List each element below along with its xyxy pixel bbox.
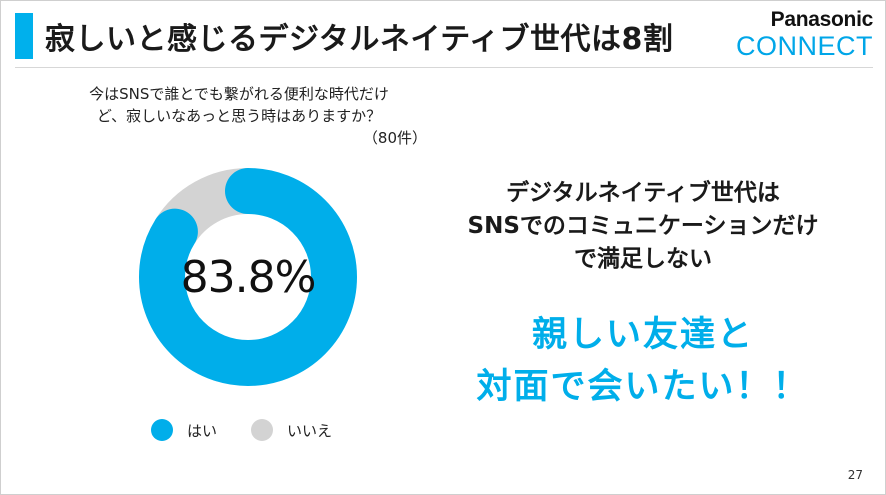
slide-title: 寂しいと感じるデジタルネイティブ世代は8割 [45, 22, 674, 57]
highlight-line-1: 親しい友達と [531, 315, 754, 355]
message-line-3: で満足しない [574, 246, 712, 272]
highlight-message: 親しい友達と 対面で会いたい！！ [441, 309, 845, 413]
page-number: 27 [847, 468, 863, 482]
logo-sub: CONNECT [736, 31, 873, 61]
key-message: デジタルネイティブ世代は SNSでのコミュニケーションだけ で満足しない [443, 177, 843, 276]
donut-chart [139, 168, 357, 386]
sample-size: （80件） [362, 129, 427, 147]
question-line-1: 今はSNSで誰とでも繋がれる便利な時代だけ [89, 85, 389, 103]
legend-swatch-yes [151, 419, 173, 441]
title-accent-bar [15, 13, 33, 59]
legend-item-no: いいえ [251, 419, 332, 441]
donut-slice-yes [139, 168, 357, 386]
donut-center-label: 83.8% [180, 251, 317, 303]
legend-label-no: いいえ [287, 421, 333, 440]
message-line-2: SNSでのコミュニケーションだけ [467, 213, 819, 239]
legend-swatch-no [251, 419, 273, 441]
legend-item-yes: はい [151, 419, 217, 441]
message-line-1: デジタルネイティブ世代は [506, 180, 780, 206]
survey-question: 今はSNSで誰とでも繋がれる便利な時代だけ ど、寂しいなあっと思う時はありますか… [51, 83, 427, 149]
company-logo: Panasonic CONNECT [736, 8, 874, 61]
header-divider [15, 67, 873, 68]
legend-label-yes: はい [187, 421, 218, 440]
question-line-2: ど、寂しいなあっと思う時はありますか？ [96, 107, 382, 125]
highlight-line-2: 対面で会いたい！！ [476, 367, 810, 407]
logo-brand: Panasonic [770, 8, 874, 31]
